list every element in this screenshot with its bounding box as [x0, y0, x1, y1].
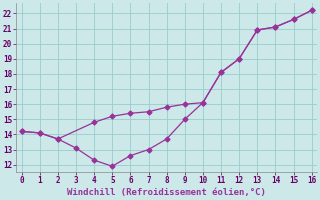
- X-axis label: Windchill (Refroidissement éolien,°C): Windchill (Refroidissement éolien,°C): [67, 188, 266, 197]
